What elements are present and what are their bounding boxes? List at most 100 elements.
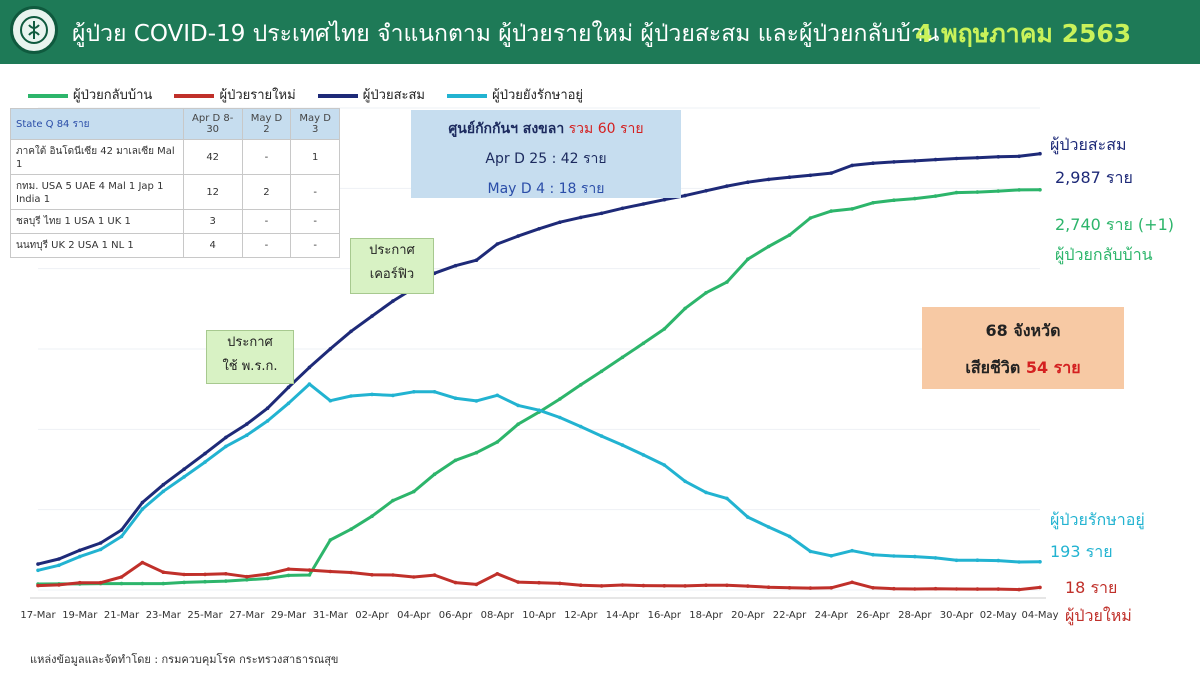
series-0-point [933,157,938,162]
series-0-point [328,347,333,351]
table-cell: 42 [182,139,243,175]
series-2-point [495,393,500,398]
x-tick-label: 30-Apr [940,610,974,621]
series-0-point [975,155,980,160]
x-tick-label: 19-Mar [62,610,98,621]
series-1-point [265,576,270,581]
series-1-point [412,489,416,494]
x-tick-label: 20-Apr [731,610,765,621]
series-0-point [683,193,687,198]
series-0-point [766,177,771,182]
table-cell: - [290,174,340,210]
series-2-point [370,392,374,397]
table-cell: 4 [182,233,243,258]
x-tick-label: 21-Mar [104,610,140,621]
quarantine-line-3: May D 4 : 18 ราย [487,181,605,197]
series-3-point [558,581,562,586]
series-1-point [474,450,479,455]
series-2-point [265,419,270,423]
table-cell: นนทบุรี UK 2 USA 1 NL 1 [10,233,184,258]
series-0-point [78,548,82,553]
legend-label-active: ผู้ป่วยยังรักษาอยู่ [492,88,584,103]
x-tick-label: 26-Apr [856,610,890,621]
series-0-point [1038,151,1042,156]
ministry-logo-icon [10,6,58,54]
series-1-point [1038,188,1042,192]
series-2-point [474,399,479,403]
table-row: ชลบุรี ไทย 1 USA 1 UK 1 3 - - [10,209,340,234]
series-1-point [203,579,207,584]
series-3-point [829,586,834,590]
series-2-point [892,554,896,558]
x-tick-label: 02-May [980,610,1017,621]
series-1-point [182,580,186,585]
series-3-point [36,583,40,588]
x-tick-label: 18-Apr [689,610,723,621]
series-3-point [203,572,207,577]
series-3-point [892,586,896,591]
series-2-point [98,547,103,552]
new-end-value: 18 ราย [1065,578,1118,597]
deaths-label: เสียชีวิต [965,358,1021,377]
series-3-point [996,587,1001,591]
series-0-point [913,159,917,163]
series-2-point [641,453,646,457]
series-0-point [224,435,228,440]
table-header-row: State Q 84 ราย Apr D 8-30 May D 2 May D … [10,108,340,140]
series-0-point [579,215,583,220]
table-row: ภาคใต้ อินโดนีเซีย 42 มาเลเซีย Mal 1 42 … [10,139,340,175]
quarantine-center-name: ศูนย์กักกันฯ สงขลา [448,121,565,137]
series-0-point [36,562,40,566]
series-1-point [224,579,228,583]
series-2-point [975,558,980,562]
chart-gridlines [38,107,1040,591]
legend-swatch-new [174,93,215,98]
x-tick-label: 04-May [1021,610,1058,621]
data-source: แหล่งข้อมูลและจัดทำโดย : กรมควบคุมโรค กร… [30,653,339,666]
series-3-point [1038,585,1042,590]
series-3-point [808,586,813,590]
series-1-point [1017,188,1021,192]
series-3-point [182,572,186,577]
series-3-point [349,570,353,575]
series-0-point [474,258,479,263]
series-0-point [1017,154,1021,159]
table-cell: 2 [241,174,292,210]
series-2-point [620,443,625,447]
series-0-point [871,161,875,165]
x-tick-label: 28-Apr [898,610,932,621]
series-0-point [829,171,834,175]
curfew-line-2: เคอร์ฟิว [369,267,415,282]
series-2-point [766,525,771,529]
deaths-value: 54 ราย [1025,358,1081,377]
legend-item-cumulative: ผู้ป่วยสะสม [317,84,425,105]
series-0-point [391,299,395,303]
series-1-point [641,341,646,346]
table-cell: 1 [290,139,340,175]
series-2-point [850,548,854,553]
cumulative-end-value: 2,987 ราย [1055,168,1133,187]
series-2-point [913,554,917,559]
series-3-point [662,584,667,588]
series-0-point [57,557,61,561]
series-2-point [558,415,562,420]
series-0-point [662,197,667,202]
table-cell: กทม. USA 5 UAE 4 Mal 1 Jap 1 India 1 [10,174,184,210]
series-0-point [996,155,1001,159]
series-1-point [495,440,500,444]
series-2-point [1017,560,1021,564]
series-2-point [412,390,416,394]
table-header-cell: May D 2 [241,108,292,140]
series-1-point [662,327,667,331]
x-tick-label: 16-Apr [648,610,682,621]
series-1-point [119,581,124,586]
table-cell: 12 [182,174,243,210]
x-tick-label: 06-Apr [439,610,473,621]
series-3-point [641,583,646,588]
series-0-point [349,329,353,334]
table-row: กทม. USA 5 UAE 4 Mal 1 Jap 1 India 1 12 … [10,174,340,210]
emergency-decree-annotation: ประกาศ ใช้ พ.ร.ก. [206,330,294,384]
series-0-point [599,211,604,216]
table-cell: - [290,233,340,258]
series-3-point [599,584,604,588]
